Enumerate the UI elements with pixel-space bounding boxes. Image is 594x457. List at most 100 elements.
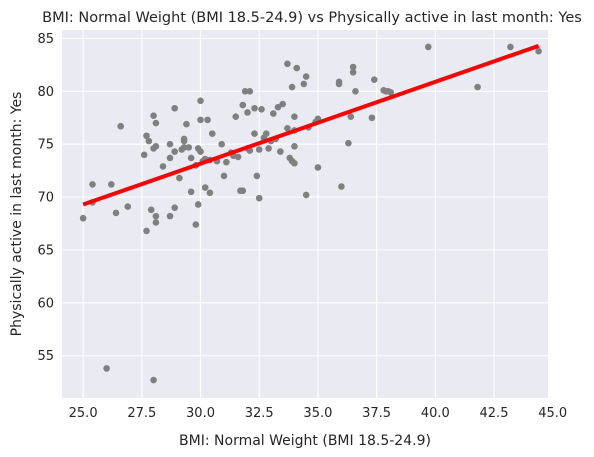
x-tick-label: 42.5: [480, 406, 509, 421]
data-point: [314, 164, 322, 171]
data-point: [171, 204, 178, 211]
data-point: [152, 219, 160, 226]
data-point: [291, 143, 298, 150]
data-point: [291, 159, 298, 167]
data-point: [535, 47, 542, 55]
data-point: [180, 144, 188, 151]
data-point: [338, 183, 345, 190]
data-point: [152, 143, 160, 150]
y-axis-label: Physically active in last month: Yes: [9, 92, 25, 337]
data-point: [152, 119, 160, 127]
data-point: [349, 68, 357, 76]
x-tick-label: 45.0: [538, 406, 567, 421]
data-point: [220, 172, 228, 180]
data-point: [241, 88, 249, 95]
data-point: [183, 120, 190, 128]
y-tick-label: 65: [37, 243, 54, 258]
data-point: [197, 97, 204, 105]
x-axis-label: BMI: Normal Weight (BMI 18.5-24.9): [179, 433, 431, 449]
data-point: [152, 212, 160, 220]
data-point: [279, 100, 286, 108]
y-tick-label: 80: [37, 85, 54, 100]
data-point: [223, 158, 230, 166]
data-point: [345, 139, 352, 147]
data-point: [147, 206, 155, 214]
data-point: [197, 148, 204, 155]
data-point: [180, 137, 188, 145]
data-point: [166, 212, 174, 220]
data-point: [239, 187, 247, 195]
regression-line: [82, 43, 540, 207]
data-point: [262, 130, 270, 137]
data-point: [187, 188, 195, 196]
data-point: [171, 104, 178, 112]
data-point: [79, 214, 87, 222]
data-point: [192, 221, 200, 228]
data-point: [255, 146, 263, 153]
data-point: [176, 174, 183, 182]
chart-title: BMI: Normal Weight (BMI 18.5-24.9) vs Ph…: [42, 10, 582, 26]
data-point: [145, 137, 153, 145]
data-point: [251, 130, 258, 137]
data-point: [232, 113, 240, 121]
data-point: [150, 376, 157, 384]
x-tick-label: 37.5: [362, 406, 391, 421]
x-tick-label: 35.0: [303, 406, 332, 421]
x-tick-label: 40.0: [421, 406, 450, 421]
data-point: [124, 203, 132, 210]
data-point: [218, 140, 225, 148]
data-point: [424, 43, 432, 51]
data-point: [270, 110, 277, 117]
grid-lines: [62, 30, 554, 398]
data-point: [89, 181, 96, 188]
data-point: [166, 154, 174, 162]
data-point: [370, 76, 378, 84]
data-point: [507, 43, 514, 51]
data-point: [112, 209, 120, 217]
y-tick-labels: 55 60 65 70 75 80 85: [37, 32, 54, 364]
data-point: [159, 163, 167, 170]
data-point: [197, 116, 204, 124]
y-tick-label: 55: [37, 349, 54, 364]
y-tick-label: 70: [37, 191, 54, 206]
data-point: [255, 194, 263, 202]
data-point: [204, 116, 211, 124]
x-tick-label: 25.0: [69, 406, 98, 421]
data-point: [251, 104, 258, 112]
data-point: [239, 101, 247, 109]
data-point: [300, 80, 308, 88]
data-point: [291, 113, 298, 121]
x-tick-labels: 25.0 27.5 30.0 32.5 35.0 37.5 40.0 42.5 45.0: [69, 406, 568, 421]
data-point: [302, 73, 310, 80]
data-point: [258, 106, 265, 113]
x-tick-label: 27.5: [127, 406, 156, 421]
data-point: [150, 112, 157, 119]
data-point: [335, 80, 343, 88]
data-point: [140, 151, 148, 159]
data-point: [288, 83, 296, 91]
data-point: [352, 88, 359, 95]
data-point: [166, 140, 174, 148]
data-point: [265, 145, 272, 152]
data-point: [347, 113, 355, 121]
data-point: [349, 63, 357, 71]
data-point: [387, 89, 394, 96]
data-point: [103, 365, 110, 372]
data-point: [143, 132, 150, 140]
y-tick-label: 85: [37, 32, 54, 47]
data-point: [246, 88, 254, 95]
data-point: [206, 189, 214, 197]
data-point: [143, 227, 150, 235]
data-point: [234, 153, 242, 161]
data-point: [187, 154, 195, 162]
data-point: [284, 60, 291, 68]
data-point: [274, 103, 282, 111]
data-point: [474, 83, 481, 91]
data-point: [277, 148, 284, 155]
x-tick-label: 32.5: [245, 406, 274, 421]
data-point: [253, 172, 261, 180]
data-point: [284, 125, 291, 132]
y-tick-label: 75: [37, 138, 54, 153]
data-point: [117, 122, 124, 130]
